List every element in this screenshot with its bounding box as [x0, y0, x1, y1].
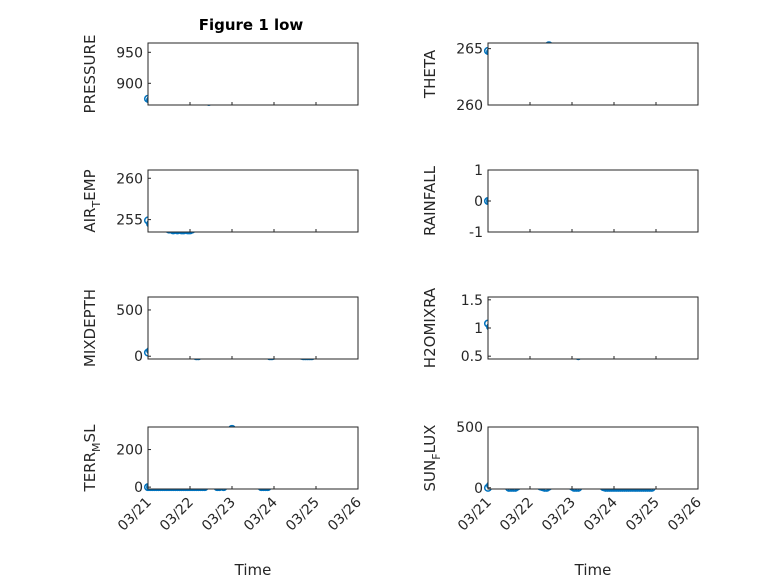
y-tick-label: 260: [116, 171, 143, 187]
y-tick-label: 200: [116, 443, 143, 459]
x-tick-label: 03/24: [241, 494, 281, 534]
axes-frame: [147, 169, 359, 233]
x-tick-label: 03/26: [665, 494, 705, 534]
y-axis-label: RAINFALL: [421, 165, 439, 236]
y-tick-label: 900: [116, 76, 143, 92]
y-tick-label: 265: [456, 42, 483, 58]
y-tick-label: 1.5: [461, 293, 483, 309]
axes-frame: [487, 169, 699, 233]
y-tick-label: 1: [474, 321, 483, 337]
axes-frame: [147, 42, 359, 106]
axes-frame: [147, 296, 359, 360]
y-axis-label: MIXDEPTH: [81, 289, 99, 367]
y-tick-label: 0.5: [461, 349, 483, 365]
y-tick-label: -1: [469, 225, 483, 241]
x-tick-label: 03/23: [199, 495, 239, 535]
y-axis-label: TERRMSL: [81, 424, 103, 493]
axes-frame: [487, 42, 699, 106]
x-tick-label: 03/25: [623, 495, 663, 535]
x-axis-label: Time: [234, 561, 272, 579]
y-tick-label: 0: [134, 349, 143, 365]
x-tick-label: 03/26: [325, 494, 365, 534]
y-tick-label: 500: [116, 303, 143, 319]
subplot-air-temp: 255 260 AIRTEMP: [81, 169, 359, 235]
y-tick-label: 0: [474, 481, 483, 497]
x-tick-label: 03/23: [539, 495, 579, 535]
subplot-terr-msl: 0 200 03/21 03/22 03/23 03/24 03/25 03/26 TERRMS…: [81, 424, 365, 579]
axes-frame: [487, 296, 699, 360]
y-axis-label: PRESSURE: [81, 35, 99, 114]
y-axis-label: THETA: [421, 49, 439, 99]
y-tick-label: 260: [456, 98, 483, 114]
y-tick-label: 500: [456, 420, 483, 436]
y-tick-label: 0: [134, 480, 143, 496]
subplot-pressure: 900 950 PRESSURE: [81, 35, 359, 114]
figure-title: Figure 1 low: [199, 16, 304, 34]
subplot-mixdepth: 0 500 MIXDEPTH: [81, 289, 359, 367]
y-axis-label: SUNFLUX: [421, 425, 443, 492]
subplot-grid: 900 950 PRESSURE 260 265 THETA 255 260 AIRTEMP -1…: [81, 35, 705, 579]
y-axis-label: H2OMIXRA: [421, 287, 439, 368]
subplot-rainfall: -1 0 1 RAINFALL: [421, 163, 699, 241]
y-tick-label: 255: [116, 213, 143, 229]
x-tick-label: 03/22: [157, 495, 197, 535]
y-tick-label: 1: [474, 163, 483, 179]
axes-frame: [147, 426, 359, 490]
x-tick-label: 03/21: [455, 495, 495, 535]
subplot-h2omixra: 0.5 1 1.5 H2OMIXRA: [421, 287, 699, 368]
x-tick-label: 03/21: [115, 495, 155, 535]
y-axis-label: AIRTEMP: [81, 169, 103, 232]
y-tick-label: 950: [116, 45, 143, 61]
subplot-sun-flux: 0 500 03/21 03/22 03/23 03/24 03/25 03/26 SUNFLU…: [421, 420, 705, 579]
x-tick-label: 03/24: [581, 494, 621, 534]
y-tick-label: 0: [474, 194, 483, 210]
subplot-theta: 260 265 THETA: [421, 41, 699, 114]
x-axis-label: Time: [574, 561, 612, 579]
axes-frame: [487, 426, 699, 490]
x-tick-label: 03/25: [283, 495, 323, 535]
x-tick-label: 03/22: [497, 495, 537, 535]
